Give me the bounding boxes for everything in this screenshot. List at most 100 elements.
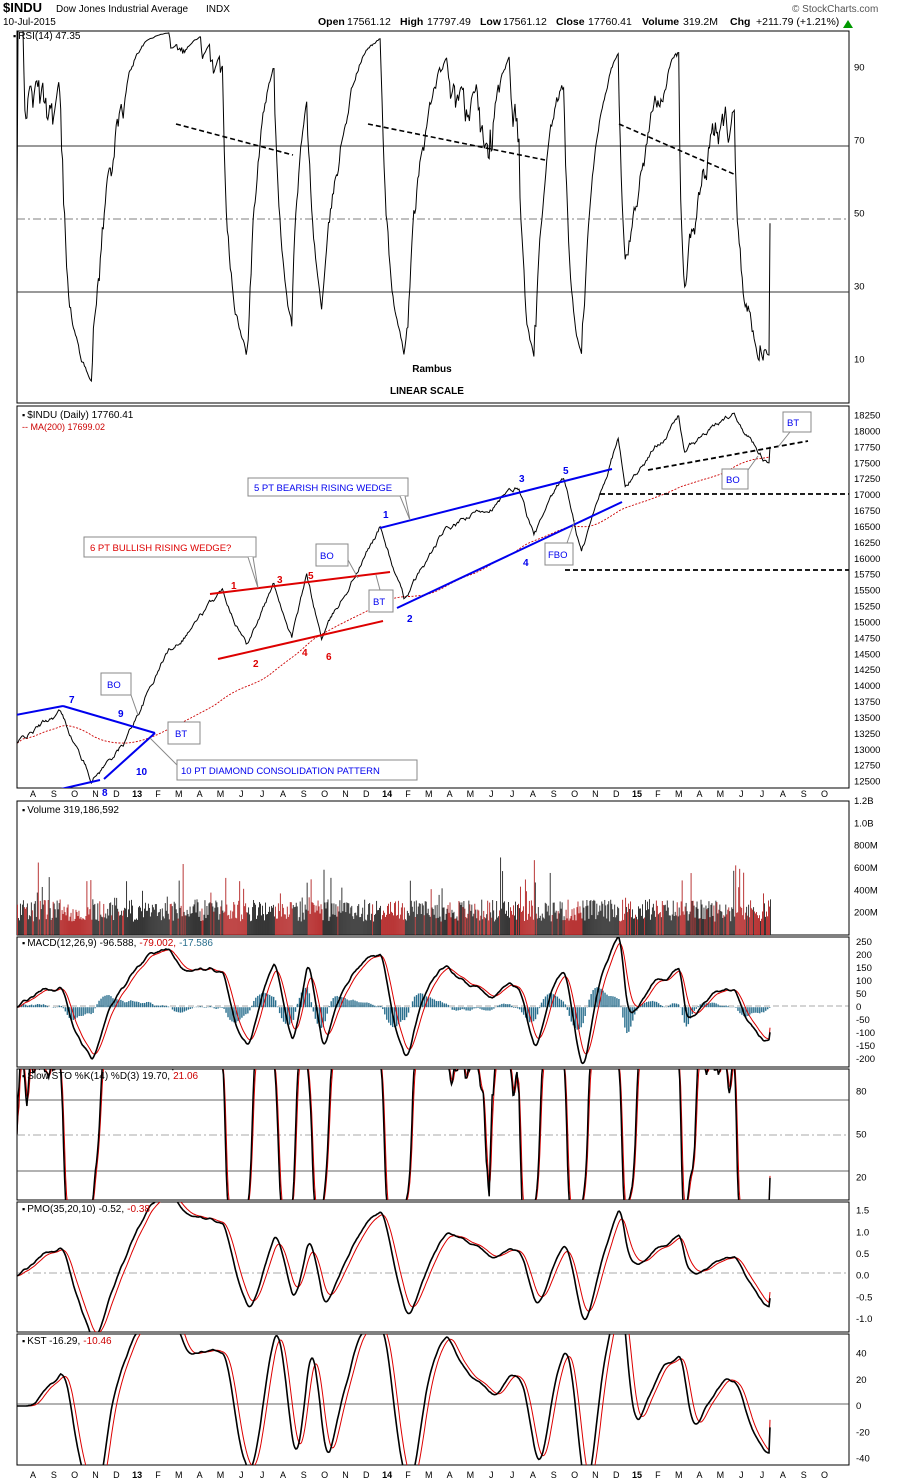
month-tick-label: A (697, 1470, 703, 1480)
macd-hist-bar (44, 1005, 47, 1008)
volume-bar (753, 907, 755, 935)
macd-hist-bar (28, 1005, 31, 1008)
bo-box-1 (100, 672, 132, 696)
volume-bar (765, 916, 766, 935)
volume-bar (117, 908, 119, 935)
macd-hist-bar (338, 997, 340, 1008)
macd-hist-bar (411, 1001, 414, 1008)
macd-hist-bar (292, 1007, 295, 1020)
macd-hist-bar (96, 1004, 98, 1008)
x-axis-bottom: A S O N D 13 F M A M J J A S O N D 14 F M A M J J A S O N D 15 F M A M J J A… (30, 1470, 828, 1480)
annotations: 5 PT BEARISH RISING WEDGE 6 PT BULLISH R… (83, 411, 812, 781)
volume-bar (122, 915, 124, 935)
volume-bar (324, 902, 326, 935)
volume-bar (392, 912, 393, 935)
volume-bar (114, 897, 116, 935)
macd-hist-bar (362, 1002, 364, 1008)
volume-bar (155, 904, 157, 935)
month-tick-label: J (760, 1470, 765, 1480)
month-tick-label: J (239, 1470, 244, 1480)
month-tick-label: M (467, 1470, 475, 1480)
macd-hist-bar (441, 1002, 444, 1008)
macd-hist-bar (403, 1007, 406, 1021)
low-label: Low (480, 16, 502, 28)
volume-bar (349, 913, 351, 935)
macd-hist-bar (245, 1007, 247, 1015)
volume-bar (143, 908, 145, 935)
price-tick-label: 13500 (854, 713, 880, 724)
volume-bar (180, 905, 182, 935)
macd-tick-label: -200 (856, 1054, 875, 1065)
price-tick-label: 12750 (854, 761, 880, 772)
volume-bar (325, 908, 327, 935)
volume-bar (696, 901, 698, 935)
macd-hist-bar (675, 1003, 678, 1008)
volume-bar (733, 870, 735, 935)
volume-bar (424, 901, 426, 935)
volume-bar (543, 918, 545, 935)
volume-bar (367, 914, 369, 935)
volume-bar (672, 900, 674, 935)
volume-bar (603, 916, 605, 935)
volume-bar (276, 918, 278, 935)
volume-bar (591, 915, 593, 935)
volume-bar (701, 904, 703, 935)
month-tick-label: J (489, 1470, 494, 1480)
macd-hist-bar (124, 1002, 126, 1008)
volume-bar (647, 909, 649, 935)
volume-bar (622, 899, 624, 935)
diamond-point-10: 10 (136, 767, 148, 778)
volume-bar (467, 913, 469, 935)
price-tick-label: 16000 (854, 554, 880, 565)
volume-bar (732, 908, 734, 935)
volume-bar (301, 897, 303, 935)
pmo-tick-label: -1.0 (856, 1314, 872, 1325)
macd-hist-bar (763, 1007, 765, 1013)
price-tick-label: 18250 (854, 411, 880, 422)
volume-bar (87, 907, 89, 935)
volume-bar (310, 879, 312, 935)
volume-bar (553, 902, 555, 935)
macd-hist-bar (429, 997, 432, 1008)
volume-bar (447, 905, 449, 935)
month-tick-label: J (489, 789, 494, 799)
macd-hist-bar (360, 1002, 362, 1008)
volume-bar (78, 910, 80, 935)
volume-bar (242, 919, 244, 935)
volume-bar (549, 872, 551, 935)
macd-hist-bar (657, 1003, 660, 1008)
macd-signal-line (17, 942, 771, 1055)
volume-bar (697, 908, 699, 935)
volume-bar (522, 906, 524, 935)
macd-hist-bar (34, 1004, 37, 1008)
volume-bar (333, 903, 335, 935)
volume-bar (518, 903, 519, 935)
volume-bar (137, 919, 138, 935)
macd-hist-bar (439, 1000, 442, 1008)
macd-hist-bar (90, 1007, 92, 1015)
macd-hist-bar (457, 1007, 459, 1011)
macd-hist-bar (140, 1003, 142, 1008)
volume-bar (737, 912, 739, 935)
volume-bar (705, 905, 707, 935)
month-tick-label: A (30, 789, 36, 799)
volume-bar (328, 920, 330, 935)
volume-bar (210, 892, 212, 935)
volume-bar (667, 907, 669, 935)
macd-hist-bar (167, 1006, 170, 1008)
volume-bar (477, 909, 479, 935)
volume-bar (202, 920, 204, 935)
volume-bar (601, 901, 603, 935)
macd-hist-bar (751, 1007, 753, 1014)
volume-bar (95, 919, 97, 935)
volume-bar (196, 899, 198, 935)
macd-hist-bar (326, 1007, 328, 1014)
bt-pointer-2 (375, 574, 381, 591)
volume-bar (490, 912, 492, 935)
macd-hist-bar (364, 1002, 366, 1008)
diamond-points: 7 8 9 10 (69, 695, 148, 799)
month-tick-label: A (530, 789, 536, 799)
volume-bar (213, 911, 215, 935)
volume-bar (566, 918, 568, 935)
